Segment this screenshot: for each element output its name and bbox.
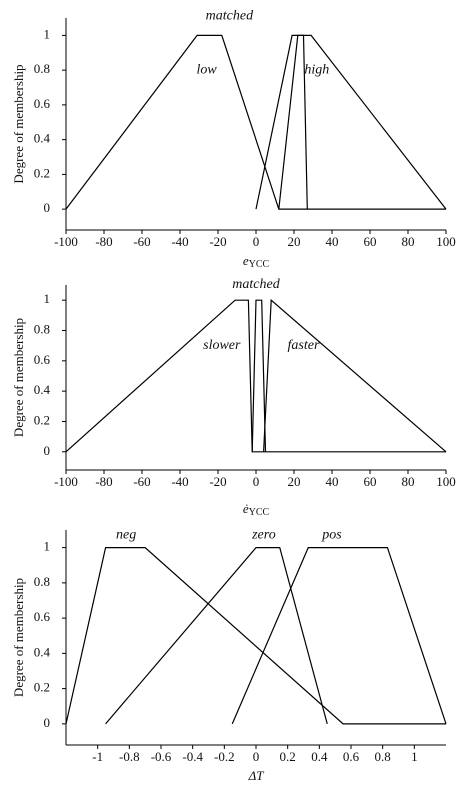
x-tick-label: -60: [133, 474, 150, 489]
x-tick-label: 0.4: [311, 749, 328, 764]
series-label: matched: [232, 277, 280, 292]
membership-line: [278, 34, 447, 210]
y-tick-label: 0: [44, 200, 51, 215]
x-tick-label: 20: [288, 234, 301, 249]
x-tick-label: 80: [402, 234, 415, 249]
x-tick-label: -100: [54, 474, 78, 489]
y-tick-label: 0.2: [34, 412, 50, 427]
x-tick-label: -80: [95, 474, 112, 489]
x-tick-label: 20: [288, 474, 301, 489]
x-tick-label: 100: [436, 474, 456, 489]
x-tick-label: -40: [171, 474, 188, 489]
y-tick-label: 1: [44, 26, 51, 41]
y-tick-label: 0: [44, 443, 51, 458]
y-tick-label: 1: [44, 291, 51, 306]
series-label: neg: [116, 528, 136, 543]
x-axis-title: ΔT: [248, 768, 265, 783]
y-tick-label: 0.4: [34, 382, 51, 397]
x-tick-label: 0.8: [375, 749, 391, 764]
membership-line: [65, 299, 446, 453]
series-label: matched: [206, 8, 254, 23]
y-tick-label: 0.2: [34, 680, 50, 695]
x-tick-label: -20: [209, 234, 226, 249]
membership-line: [251, 299, 267, 452]
x-tick-label: -0.6: [151, 749, 172, 764]
x-tick-label: 80: [402, 474, 415, 489]
x-tick-label: 40: [326, 234, 339, 249]
x-axis-title: eYCC: [243, 253, 270, 270]
x-tick-label: 100: [436, 234, 456, 249]
y-tick-label: 0.8: [34, 321, 50, 336]
series-label: high: [304, 62, 329, 77]
membership-line: [263, 298, 447, 453]
series-label: zero: [251, 528, 276, 543]
x-axis-symbol: e: [243, 253, 249, 268]
x-tick-label: 0: [253, 749, 260, 764]
x-axis-symbol: ΔT: [248, 768, 265, 783]
x-tick-label: 60: [364, 234, 377, 249]
x-axis-subscript: YCC: [249, 259, 270, 270]
x-tick-label: 1: [411, 749, 418, 764]
y-tick-label: 0.6: [34, 609, 51, 624]
x-axis-subscript: YCC: [249, 507, 270, 518]
x-tick-label: 0.2: [280, 749, 296, 764]
y-axis-title: Degree of membership: [11, 64, 26, 183]
y-tick-label: 1: [44, 539, 51, 554]
x-tick-label: 0: [253, 474, 260, 489]
x-tick-label: -0.2: [214, 749, 235, 764]
x-tick-label: -0.8: [119, 749, 140, 764]
y-tick-label: 0.6: [34, 352, 51, 367]
x-axis-title: ėYCC: [243, 501, 270, 518]
x-tick-label: -100: [54, 234, 78, 249]
y-tick-label: 0.8: [34, 61, 50, 76]
membership-line: [65, 547, 446, 725]
x-tick-label: -0.4: [182, 749, 203, 764]
y-tick-label: 0: [44, 715, 51, 730]
x-tick-label: -40: [171, 234, 188, 249]
x-tick-label: 0.6: [343, 749, 360, 764]
series-label: pos: [321, 528, 342, 543]
y-axis-title: Degree of membership: [11, 318, 26, 437]
y-tick-label: 0.6: [34, 96, 51, 111]
series-label: low: [196, 62, 217, 77]
x-tick-label: 40: [326, 474, 339, 489]
x-tick-label: -20: [209, 474, 226, 489]
series-label: faster: [288, 338, 320, 353]
y-tick-label: 0.8: [34, 574, 50, 589]
x-tick-label: -1: [92, 749, 103, 764]
x-tick-label: -80: [95, 234, 112, 249]
membership-line: [231, 547, 447, 725]
y-tick-label: 0.4: [34, 131, 51, 146]
y-tick-label: 0.2: [34, 165, 50, 180]
series-label: slower: [203, 338, 241, 353]
x-tick-label: -60: [133, 234, 150, 249]
membership-line: [65, 34, 446, 210]
x-axis-symbol: ė: [243, 501, 249, 516]
x-tick-label: 60: [364, 474, 377, 489]
y-tick-label: 0.4: [34, 644, 51, 659]
x-tick-label: 0: [253, 234, 260, 249]
membership-line: [105, 547, 328, 725]
y-axis-title: Degree of membership: [11, 578, 26, 697]
